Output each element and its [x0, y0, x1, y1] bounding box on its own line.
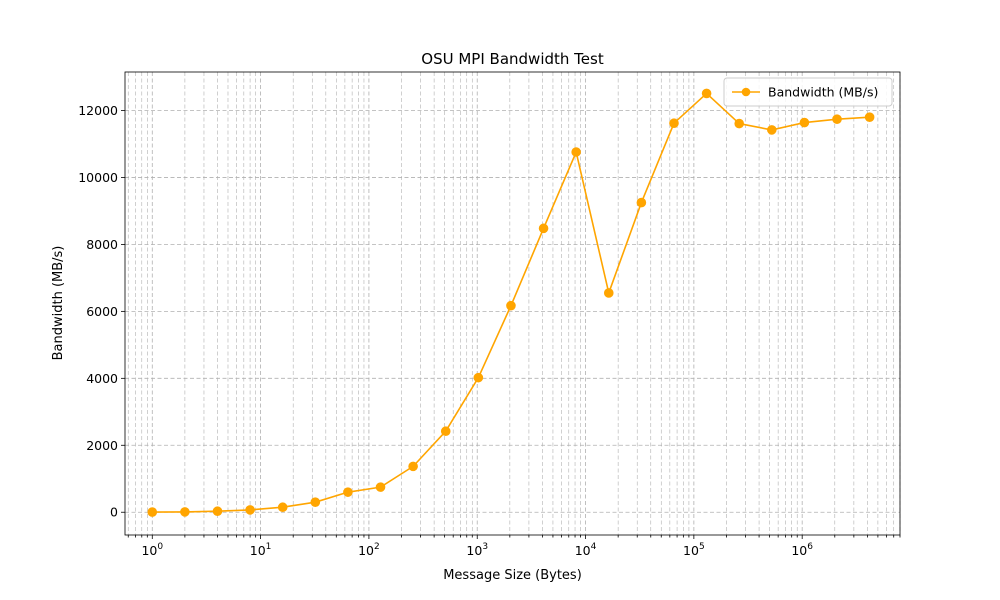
chart-title: OSU MPI Bandwidth Test: [421, 50, 604, 68]
data-point: [767, 125, 777, 135]
data-point: [636, 197, 647, 208]
data-point: [864, 112, 875, 122]
data-point: [147, 507, 158, 517]
data-point: [701, 88, 712, 99]
axes: 0 2000 4000 6000 8000 10000 12000 100 101 102 103 1…: [78, 71, 901, 558]
y-axis-label: Bandwidth (MB/s): [51, 246, 66, 361]
y-tick-label: 0: [110, 505, 118, 520]
data-point: [277, 502, 288, 513]
x-tick-label: 103: [466, 542, 488, 558]
x-tick-label: 106: [791, 542, 813, 558]
legend-marker-swatch: [741, 87, 751, 97]
plot-frame: [124, 71, 901, 536]
data-point: [506, 300, 516, 311]
data-point: [180, 507, 190, 517]
data-point: [799, 117, 810, 128]
data-point: [375, 482, 386, 492]
legend: Bandwidth (MB/s): [723, 77, 893, 107]
data-point: [212, 506, 223, 517]
data-point: [603, 288, 614, 298]
y-tick-label: 6000: [86, 304, 118, 319]
x-tick-label: 101: [250, 542, 272, 558]
x-tick-label: 105: [683, 542, 705, 558]
data-point: [408, 461, 418, 472]
x-tick-label: 102: [358, 542, 380, 558]
legend-box: [723, 77, 893, 107]
data-point: [310, 497, 321, 507]
y-tick-label: 12000: [78, 103, 118, 118]
series-area: [147, 88, 875, 517]
data-point: [832, 114, 842, 125]
x-tick-label: 104: [575, 542, 597, 558]
legend-label: Bandwidth (MB/s): [768, 85, 878, 100]
data-point: [343, 487, 353, 497]
x-axis-label: Message Size (Bytes): [443, 568, 582, 583]
data-point: [473, 372, 484, 383]
y-tick-label: 2000: [86, 438, 118, 453]
y-tick-label: 4000: [86, 371, 118, 386]
data-point: [245, 505, 255, 515]
data-point: [669, 118, 679, 129]
y-tick-label: 8000: [86, 237, 118, 252]
data-point: [571, 147, 581, 157]
data-point: [440, 426, 451, 437]
y-tick-label: 10000: [78, 170, 118, 185]
data-point: [734, 118, 744, 129]
x-tick-label: 100: [141, 542, 163, 558]
data-point: [538, 223, 549, 234]
